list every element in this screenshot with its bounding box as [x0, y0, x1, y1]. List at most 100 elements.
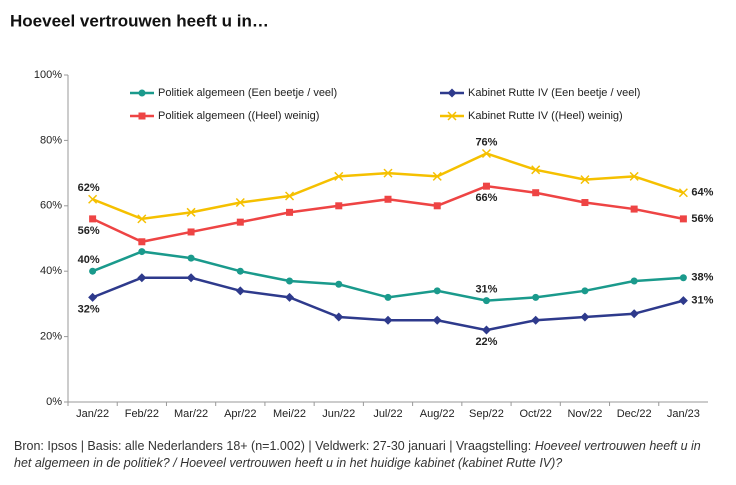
marker: [580, 175, 590, 185]
marker: [187, 228, 195, 236]
marker: [335, 280, 343, 288]
marker: [481, 325, 491, 335]
x-tick-label: Jun/22: [322, 408, 355, 420]
marker: [482, 182, 490, 190]
data-label: 31%: [691, 295, 713, 307]
marker: [383, 168, 393, 178]
y-tick-label: 20%: [40, 331, 62, 343]
marker: [432, 171, 442, 181]
data-label: 62%: [78, 182, 100, 194]
data-label: 66%: [475, 192, 497, 204]
marker: [187, 254, 195, 262]
footnote-text: Bron: Ipsos | Basis: alle Nederlanders 1…: [14, 439, 535, 453]
x-tick-label: Oct/22: [519, 408, 551, 420]
marker: [186, 273, 196, 283]
marker: [236, 267, 244, 275]
marker: [383, 315, 393, 325]
marker: [286, 208, 294, 216]
marker: [334, 312, 344, 322]
x-tick-label: Aug/22: [420, 408, 455, 420]
marker: [138, 89, 146, 97]
legend-item: Kabinet Rutte IV (Een beetje / veel): [440, 87, 640, 99]
data-label: 32%: [78, 303, 100, 315]
marker: [138, 112, 146, 120]
marker: [532, 189, 540, 197]
data-label: 31%: [475, 284, 497, 296]
y-tick-label: 0%: [46, 396, 62, 408]
x-tick-label: Sep/22: [469, 408, 504, 420]
marker: [580, 312, 590, 322]
series-line: [92, 152, 684, 221]
marker: [531, 165, 541, 175]
x-tick-label: Dec/22: [617, 408, 652, 420]
marker: [235, 286, 245, 296]
marker: [138, 238, 146, 246]
x-tick-label: Jul/22: [373, 408, 402, 420]
legend-item: Kabinet Rutte IV ((Heel) weinig): [440, 110, 623, 122]
marker: [285, 191, 295, 201]
y-tick-label: 40%: [40, 265, 62, 277]
marker: [482, 297, 490, 305]
marker: [531, 315, 541, 325]
legend-item: Politiek algemeen ((Heel) weinig): [130, 110, 319, 122]
x-tick-label: Jan/22: [76, 408, 109, 420]
x-tick-label: Mar/22: [174, 408, 208, 420]
marker: [384, 195, 392, 203]
data-label: 56%: [78, 225, 100, 237]
marker: [678, 296, 688, 306]
marker: [629, 171, 639, 181]
marker: [137, 214, 147, 224]
chart: Hoeveel vertrouwen heeft u in… 0% 20% 40% 6…: [10, 11, 716, 420]
marker: [447, 88, 457, 98]
marker: [334, 171, 344, 181]
marker: [433, 287, 441, 295]
marker: [138, 248, 146, 256]
legend-label: Politiek algemeen (Een beetje / veel): [158, 87, 337, 99]
series-line: [92, 250, 684, 302]
marker: [89, 215, 97, 223]
marker: [532, 293, 540, 301]
data-label: 56%: [691, 213, 713, 225]
x-tick-label: Apr/22: [224, 408, 256, 420]
marker: [679, 274, 687, 282]
data-label: 22%: [475, 336, 497, 348]
marker: [88, 292, 98, 302]
data-label: 38%: [691, 272, 713, 284]
marker: [186, 207, 196, 217]
marker: [581, 199, 589, 207]
legend-label: Kabinet Rutte IV ((Heel) weinig): [468, 110, 623, 122]
chart-title: Hoeveel vertrouwen heeft u in…: [10, 11, 269, 30]
x-tick-label: Nov/22: [567, 408, 602, 420]
footnote-question: Hoeveel vertrouwen heeft u in het algeme…: [14, 439, 701, 470]
y-tick-label: 80%: [40, 134, 62, 146]
marker: [286, 277, 294, 285]
legend-item: Politiek algemeen (Een beetje / veel): [130, 87, 337, 99]
marker: [137, 273, 147, 283]
x-tick-label: Mei/22: [273, 408, 306, 420]
marker: [384, 293, 392, 301]
legend-label: Politiek algemeen ((Heel) weinig): [158, 110, 319, 122]
marker: [236, 218, 244, 226]
marker: [88, 194, 98, 204]
marker: [235, 197, 245, 208]
marker: [630, 205, 638, 213]
marker: [335, 202, 343, 210]
marker: [285, 292, 295, 302]
x-tick-label: Feb/22: [125, 408, 159, 420]
legend-label: Kabinet Rutte IV (Een beetje / veel): [468, 87, 640, 99]
marker: [433, 202, 441, 210]
marker: [447, 111, 457, 121]
data-label: 64%: [691, 187, 713, 199]
y-tick-label: 60%: [40, 200, 62, 212]
y-tick-label: 100%: [34, 69, 62, 81]
marker: [481, 148, 491, 159]
marker: [630, 277, 638, 285]
marker: [89, 267, 97, 275]
data-label: 76%: [475, 136, 497, 148]
data-label: 40%: [78, 254, 100, 266]
footnote: Bron: Ipsos | Basis: alle Nederlanders 1…: [14, 438, 714, 472]
marker: [678, 188, 688, 198]
marker: [679, 215, 687, 223]
marker: [581, 287, 589, 295]
